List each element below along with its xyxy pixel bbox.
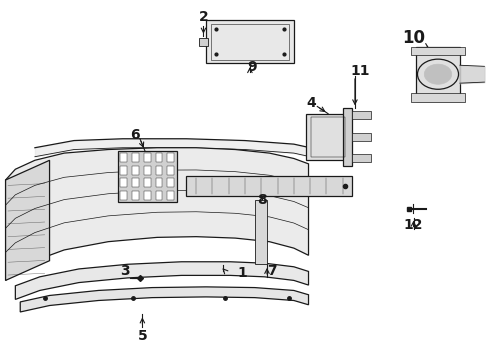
Bar bbox=[121, 153, 127, 162]
Bar bbox=[351, 154, 371, 162]
Bar bbox=[132, 191, 139, 200]
Bar bbox=[144, 191, 151, 200]
Bar bbox=[132, 166, 139, 175]
Bar bbox=[167, 166, 174, 175]
Bar bbox=[156, 166, 162, 175]
Bar bbox=[132, 178, 139, 187]
Bar bbox=[167, 191, 174, 200]
Bar bbox=[118, 151, 176, 202]
Bar bbox=[411, 46, 465, 55]
Polygon shape bbox=[5, 148, 309, 280]
Text: 12: 12 bbox=[404, 218, 423, 232]
Bar bbox=[255, 200, 267, 264]
Bar bbox=[156, 153, 162, 162]
Text: 11: 11 bbox=[350, 64, 369, 78]
Text: 5: 5 bbox=[138, 329, 147, 343]
Text: 2: 2 bbox=[198, 10, 208, 24]
Text: 8: 8 bbox=[257, 193, 267, 207]
Bar bbox=[132, 153, 139, 162]
Bar bbox=[144, 153, 151, 162]
Polygon shape bbox=[20, 287, 309, 312]
Bar bbox=[144, 166, 151, 175]
Circle shape bbox=[424, 64, 452, 84]
Bar bbox=[167, 153, 174, 162]
Bar bbox=[416, 47, 460, 101]
Text: 7: 7 bbox=[267, 265, 277, 278]
Text: 1: 1 bbox=[238, 266, 247, 280]
Bar bbox=[211, 24, 289, 60]
Bar bbox=[351, 133, 371, 140]
Polygon shape bbox=[5, 160, 49, 280]
Bar bbox=[121, 166, 127, 175]
Text: 10: 10 bbox=[402, 30, 425, 48]
Bar bbox=[144, 178, 151, 187]
Bar bbox=[343, 108, 351, 166]
Bar bbox=[186, 176, 352, 196]
Bar bbox=[121, 178, 127, 187]
Text: 4: 4 bbox=[306, 96, 316, 110]
Bar bbox=[411, 93, 465, 102]
Bar bbox=[121, 191, 127, 200]
Bar bbox=[306, 114, 350, 160]
Polygon shape bbox=[15, 262, 309, 300]
Bar bbox=[156, 178, 162, 187]
Bar bbox=[311, 117, 345, 157]
Text: 3: 3 bbox=[121, 265, 130, 278]
Bar bbox=[351, 111, 371, 119]
Bar bbox=[206, 21, 294, 63]
Text: 6: 6 bbox=[130, 128, 140, 142]
Bar bbox=[156, 191, 162, 200]
Polygon shape bbox=[198, 39, 208, 45]
Text: 9: 9 bbox=[247, 60, 257, 74]
Bar bbox=[167, 178, 174, 187]
